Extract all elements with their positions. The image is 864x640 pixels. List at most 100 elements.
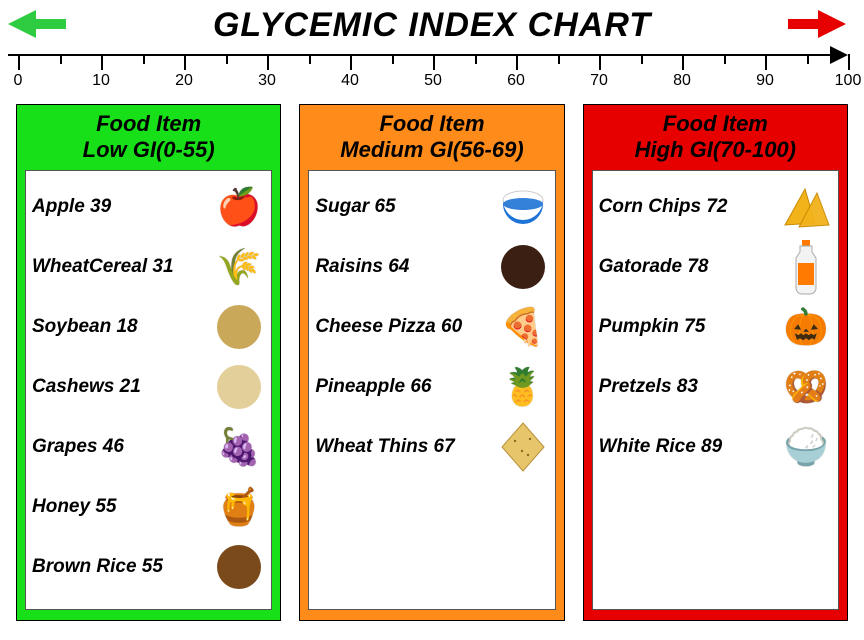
- axis-tick-major: [848, 54, 850, 70]
- food-item-label: Grapes 46: [32, 436, 207, 458]
- axis-tick-label: 70: [590, 72, 608, 90]
- food-icon: [497, 181, 549, 233]
- column-low: Food ItemLow GI(0-55)Apple 39🍎WheatCerea…: [16, 104, 281, 621]
- axis-tick-minor: [226, 54, 228, 64]
- chart-header: GLYCEMIC INDEX CHART: [0, 0, 864, 50]
- food-item-label: WheatCereal 31: [32, 256, 207, 278]
- food-item: Soybean 18: [32, 297, 265, 357]
- axis-tick-label: 80: [673, 72, 691, 90]
- column-header: Food ItemMedium GI(56-69): [308, 111, 555, 164]
- column-medium: Food ItemMedium GI(56-69) Sugar 65 Raisin…: [299, 104, 564, 621]
- axis-tick-minor: [60, 54, 62, 64]
- food-item: Pumpkin 75 🎃: [599, 297, 832, 357]
- food-icon: 🍇: [213, 421, 265, 473]
- food-list: Corn Chips 72 Gatorade 78 Pumpkin 75🎃Pre…: [592, 170, 839, 610]
- food-item-label: Corn Chips 72: [599, 196, 774, 218]
- food-item-label: Cheese Pizza 60: [315, 316, 490, 338]
- axis-tick-minor: [558, 54, 560, 64]
- food-item-label: Wheat Thins 67: [315, 436, 490, 458]
- chart-title: GLYCEMIC INDEX CHART: [213, 6, 651, 45]
- axis-tick-label: 60: [507, 72, 525, 90]
- food-item-label: Pineapple 66: [315, 376, 490, 398]
- food-item-label: Pretzels 83: [599, 376, 774, 398]
- axis-tick-label: 50: [424, 72, 442, 90]
- axis-tick-major: [516, 54, 518, 70]
- food-icon: 🥨: [780, 361, 832, 413]
- column-header: Food ItemLow GI(0-55): [25, 111, 272, 164]
- axis-line: [8, 54, 832, 56]
- food-item: Corn Chips 72: [599, 177, 832, 237]
- axis-tick-minor: [392, 54, 394, 64]
- axis-tick-label: 100: [835, 72, 862, 90]
- axis-tick-minor: [309, 54, 311, 64]
- column-header-line2: Low GI(0-55): [25, 137, 272, 163]
- axis-tick-major: [267, 54, 269, 70]
- food-list: Sugar 65 Raisins 64Cheese Pizza 60🍕Pinea…: [308, 170, 555, 610]
- gi-axis: 0 10 20 30 40 50 60 70 80 90 100: [4, 50, 860, 98]
- food-icon: [780, 181, 832, 233]
- food-item: Pretzels 83 🥨: [599, 357, 832, 417]
- arrow-right-icon: [818, 10, 846, 38]
- axis-tick-major: [18, 54, 20, 70]
- food-icon: [497, 241, 549, 293]
- food-item-label: Cashews 21: [32, 376, 207, 398]
- food-icon: 🌾: [213, 241, 265, 293]
- column-header-line1: Food Item: [308, 111, 555, 137]
- food-item-label: Honey 55: [32, 496, 207, 518]
- food-icon: [213, 541, 265, 593]
- food-item-label: Sugar 65: [315, 196, 490, 218]
- column-header-line2: Medium GI(56-69): [308, 137, 555, 163]
- food-item: Gatorade 78: [599, 237, 832, 297]
- axis-tick-major: [101, 54, 103, 70]
- food-item: Cashews 21: [32, 357, 265, 417]
- food-list: Apple 39 🍎 WheatCereal 31 🌾 Soybean 18 Cashew…: [25, 170, 272, 610]
- food-item: Sugar 65: [315, 177, 548, 237]
- axis-tick-minor: [807, 54, 809, 64]
- axis-tick-label: 90: [756, 72, 774, 90]
- axis-tick-major: [682, 54, 684, 70]
- food-icon: [780, 241, 832, 293]
- food-item-label: Gatorade 78: [599, 256, 774, 278]
- arrow-left-icon: [8, 10, 36, 38]
- columns-container: Food ItemLow GI(0-55)Apple 39🍎WheatCerea…: [0, 104, 864, 621]
- axis-tick-major: [433, 54, 435, 70]
- axis-tick-minor: [475, 54, 477, 64]
- axis-tick-label: 30: [258, 72, 276, 90]
- axis-tick-major: [599, 54, 601, 70]
- food-item: Pineapple 66 🍍: [315, 357, 548, 417]
- axis-tick-minor: [641, 54, 643, 64]
- food-icon: 🍯: [213, 481, 265, 533]
- food-icon: 🍎: [213, 181, 265, 233]
- axis-tick-major: [350, 54, 352, 70]
- food-icon: 🍕: [497, 301, 549, 353]
- food-item-label: Apple 39: [32, 196, 207, 218]
- axis-tick-label: 20: [175, 72, 193, 90]
- food-item-label: Raisins 64: [315, 256, 490, 278]
- column-header-line2: High GI(70-100): [592, 137, 839, 163]
- food-item: Cheese Pizza 60 🍕: [315, 297, 548, 357]
- food-icon: 🍍: [497, 361, 549, 413]
- food-icon: 🎃: [780, 301, 832, 353]
- axis-tick-label: 10: [92, 72, 110, 90]
- food-item: Raisins 64: [315, 237, 548, 297]
- axis-tick-minor: [724, 54, 726, 64]
- food-item-label: Soybean 18: [32, 316, 207, 338]
- axis-tick-label: 0: [14, 72, 23, 90]
- axis-tick-major: [184, 54, 186, 70]
- food-icon: [497, 421, 549, 473]
- column-header-line1: Food Item: [25, 111, 272, 137]
- axis-tick-major: [765, 54, 767, 70]
- axis-tick-label: 40: [341, 72, 359, 90]
- column-high: Food ItemHigh GI(70-100)Corn Chips 72 Ga…: [583, 104, 848, 621]
- food-item: Apple 39 🍎: [32, 177, 265, 237]
- food-item: Brown Rice 55: [32, 537, 265, 597]
- food-icon: 🍚: [780, 421, 832, 473]
- food-item-label: White Rice 89: [599, 436, 774, 458]
- food-item-label: Brown Rice 55: [32, 556, 207, 578]
- food-item: Wheat Thins 67: [315, 417, 548, 477]
- food-item: Honey 55 🍯: [32, 477, 265, 537]
- food-item: Grapes 46 🍇: [32, 417, 265, 477]
- food-item: WheatCereal 31 🌾: [32, 237, 265, 297]
- food-icon: [213, 301, 265, 353]
- food-item-label: Pumpkin 75: [599, 316, 774, 338]
